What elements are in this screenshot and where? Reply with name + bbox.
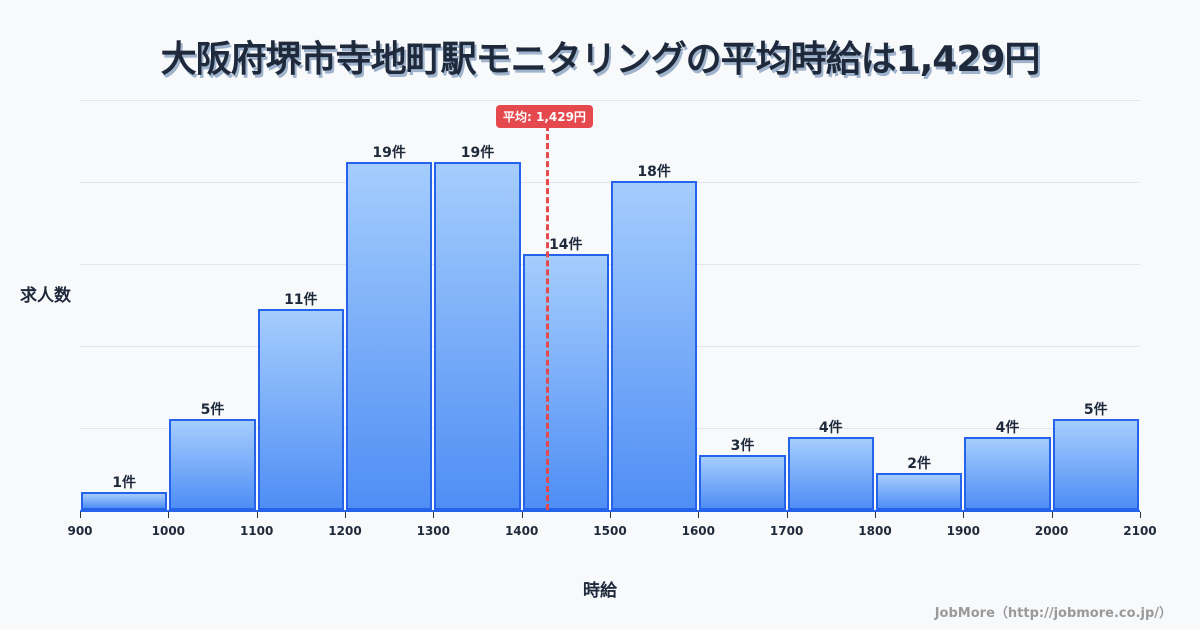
- x-tick-label: 2000: [1034, 524, 1069, 538]
- bar-value-label: 18件: [637, 163, 671, 180]
- x-axis: [80, 510, 1140, 512]
- x-tick-label: 1900: [946, 524, 980, 538]
- x-tick: [1051, 512, 1053, 518]
- x-tick: [168, 512, 170, 518]
- gridline: [80, 428, 1140, 429]
- x-tick-label: 1100: [239, 524, 274, 538]
- histogram-bar: [257, 308, 344, 510]
- x-tick: [344, 512, 346, 518]
- mean-line: [546, 125, 549, 510]
- bar-value-label: 3件: [730, 438, 755, 455]
- x-tick: [786, 512, 788, 518]
- y-axis-label: 求人数: [20, 286, 71, 306]
- histogram-bar: [787, 436, 874, 510]
- x-tick-label: 2100: [1123, 524, 1157, 538]
- x-tick-label: 900: [67, 524, 93, 538]
- x-tick: [609, 512, 611, 518]
- histogram-bar: [699, 455, 786, 510]
- gridline: [80, 346, 1140, 347]
- histogram-bar: [610, 180, 698, 510]
- bar-value-label: 19件: [460, 145, 495, 162]
- gridline: [80, 264, 1140, 265]
- x-tick-label: 1700: [769, 524, 804, 538]
- bar-value-label: 14件: [549, 236, 583, 253]
- x-tick: [963, 512, 965, 518]
- x-tick-label: 1600: [681, 524, 715, 538]
- x-axis-label: 時給: [583, 581, 617, 601]
- histogram-bar: [964, 436, 1051, 510]
- bar-value-label: 4件: [818, 419, 843, 436]
- histogram-bar: [1052, 418, 1139, 510]
- bar-value-label: 2件: [907, 456, 931, 473]
- histogram-bar: [522, 253, 609, 510]
- x-tick: [256, 512, 258, 518]
- x-tick-label: 1800: [858, 524, 892, 538]
- mean-badge: 平均: 1,429円: [496, 105, 593, 128]
- x-tick: [874, 512, 876, 518]
- histogram-bar: [875, 473, 963, 510]
- histogram-bar: [169, 418, 256, 510]
- x-tick-label: 1000: [151, 524, 186, 538]
- x-tick-label: 1400: [504, 524, 539, 538]
- x-tick: [521, 512, 523, 518]
- bar-value-label: 5件: [1083, 401, 1108, 418]
- x-tick: [433, 512, 435, 518]
- bar-value-label: 4件: [995, 419, 1020, 436]
- histogram-bar: [345, 162, 433, 510]
- gridline: [80, 182, 1140, 183]
- gridline: [80, 100, 1140, 101]
- x-tick-label: 1500: [593, 524, 627, 538]
- histogram-bar: [434, 162, 521, 510]
- x-tick: [698, 512, 700, 518]
- bar-value-label: 11件: [284, 291, 318, 308]
- x-tick-label: 1300: [416, 524, 451, 538]
- bar-value-label: 5件: [200, 401, 225, 418]
- chart-title: 大阪府堺市寺地町駅モニタリングの平均時給は1,429円: [160, 39, 1041, 80]
- bar-value-label: 19件: [372, 145, 406, 162]
- x-tick: [80, 512, 81, 518]
- x-tick: [1139, 512, 1141, 518]
- histogram-bar: [81, 491, 168, 510]
- bar-value-label: 1件: [112, 474, 137, 491]
- credit-text: JobMore（http://jobmore.co.jp/）: [934, 606, 1172, 621]
- x-tick-label: 1200: [328, 524, 362, 538]
